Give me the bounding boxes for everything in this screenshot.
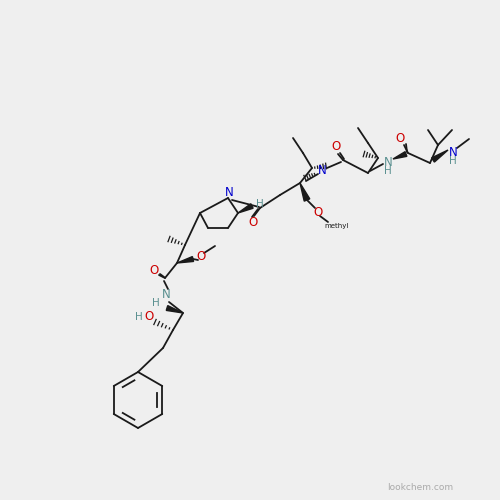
Text: N: N <box>448 146 458 158</box>
Text: methyl: methyl <box>325 223 349 229</box>
Text: O: O <box>150 264 158 276</box>
Polygon shape <box>300 183 310 201</box>
Text: H: H <box>135 312 143 322</box>
Text: O: O <box>314 206 322 218</box>
Text: N: N <box>384 156 392 168</box>
Text: O: O <box>332 140 340 153</box>
Text: O: O <box>396 132 404 145</box>
Text: N: N <box>162 288 170 302</box>
Text: lookchem.com: lookchem.com <box>387 484 453 492</box>
Polygon shape <box>432 150 448 162</box>
Text: O: O <box>144 310 154 324</box>
Polygon shape <box>393 152 407 159</box>
Text: H: H <box>384 166 392 176</box>
Text: H: H <box>449 156 457 166</box>
Text: O: O <box>196 250 205 262</box>
Polygon shape <box>238 204 253 213</box>
Polygon shape <box>177 256 194 263</box>
Text: H: H <box>256 199 264 209</box>
Text: O: O <box>248 216 258 228</box>
Polygon shape <box>166 306 183 313</box>
Text: N: N <box>318 164 326 176</box>
Text: N: N <box>224 186 234 200</box>
Text: H: H <box>152 298 160 308</box>
